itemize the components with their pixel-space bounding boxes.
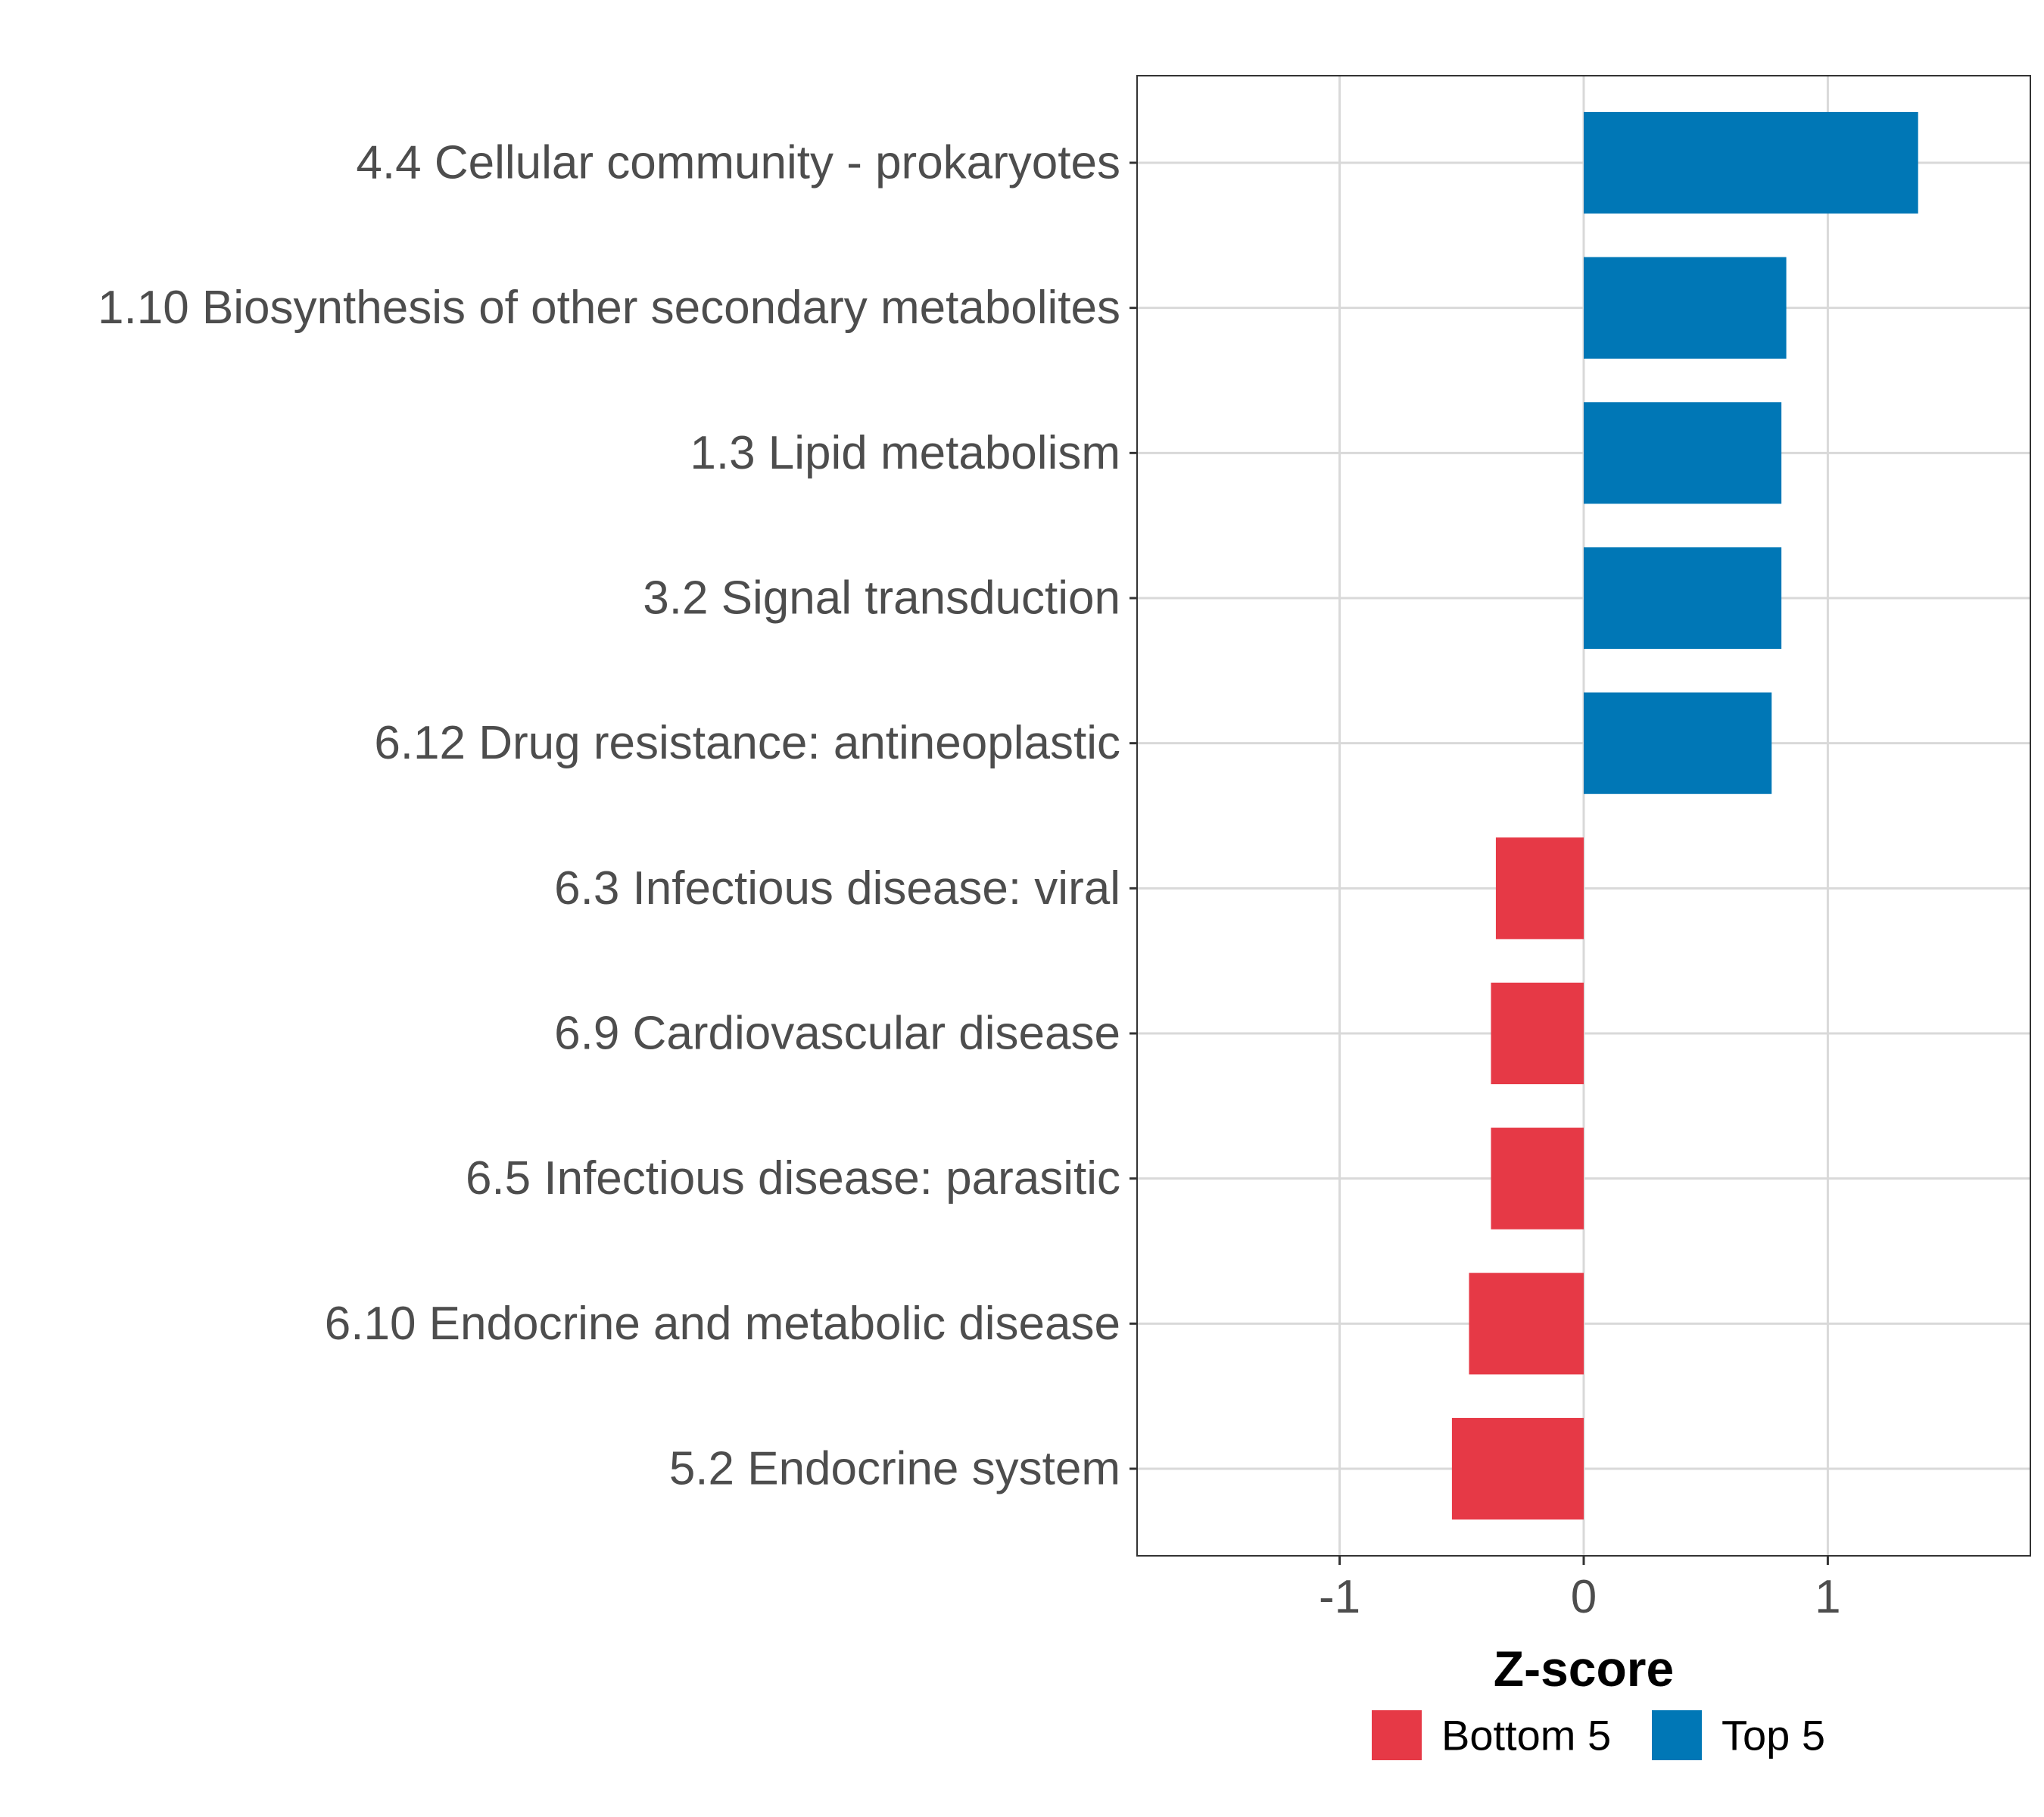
y-tick-label: 1.10 Biosynthesis of other secondary met… — [98, 282, 1120, 334]
x-axis-title: Z-score — [1494, 1641, 1674, 1697]
bar — [1469, 1273, 1584, 1375]
y-tick-label: 6.5 Infectious disease: parasitic — [466, 1152, 1120, 1205]
x-tick-label: -1 — [1319, 1571, 1360, 1623]
y-tick-label: 6.12 Drug resistance: antineoplastic — [374, 717, 1120, 769]
bars — [1451, 111, 1918, 1520]
y-axis: 4.4 Cellular community - prokaryotes 1.10… — [98, 137, 1137, 1495]
bar — [1451, 1417, 1584, 1520]
y-tick-label: 4.4 Cellular community - prokaryotes — [356, 137, 1120, 189]
bar — [1584, 692, 1772, 794]
y-tick-label: 1.3 Lipid metabolism — [690, 427, 1120, 479]
y-tick-label: 6.10 Endocrine and metabolic disease — [325, 1298, 1120, 1350]
bar — [1584, 257, 1787, 359]
bar — [1495, 837, 1584, 940]
y-tick-label: 5.2 Endocrine system — [669, 1443, 1120, 1495]
y-tick-label: 3.2 Signal transduction — [643, 572, 1120, 625]
bar — [1491, 1127, 1584, 1230]
x-tick-label: 0 — [1571, 1571, 1597, 1623]
bar — [1584, 547, 1782, 650]
legend-label: Bottom 5 — [1441, 1712, 1611, 1759]
bar — [1584, 402, 1782, 504]
bar — [1584, 111, 1918, 214]
legend-swatch — [1372, 1710, 1422, 1760]
x-axis: -1 0 1 — [1319, 1556, 1841, 1623]
y-tick-label: 6.9 Cardiovascular disease — [554, 1008, 1120, 1060]
x-tick-label: 1 — [1815, 1571, 1840, 1623]
legend: Bottom 5 Top 5 — [1372, 1710, 1825, 1760]
legend-swatch — [1652, 1710, 1702, 1760]
y-tick-label: 6.3 Infectious disease: viral — [554, 862, 1120, 915]
legend-label: Top 5 — [1722, 1712, 1825, 1759]
bar — [1491, 982, 1584, 1085]
